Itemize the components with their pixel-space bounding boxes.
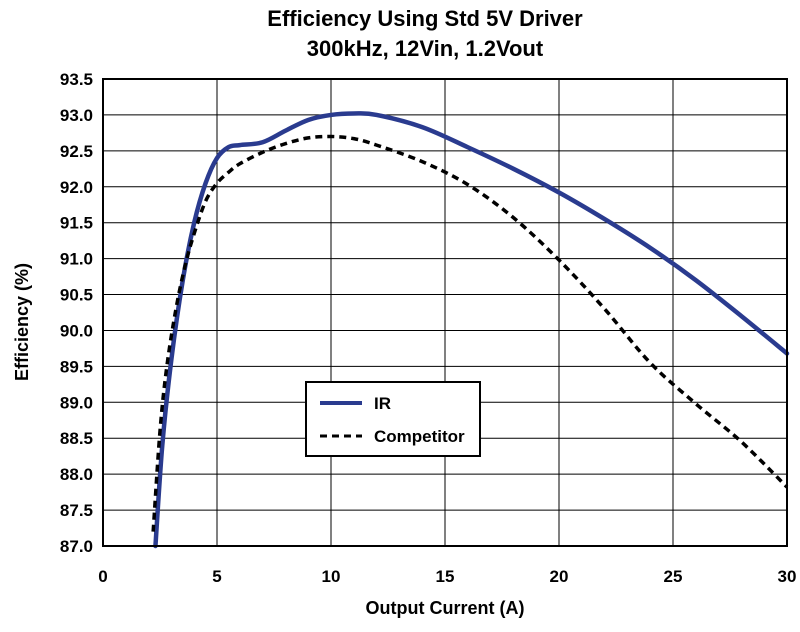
x-tick-label: 30 xyxy=(778,567,797,586)
y-tick-label: 90.0 xyxy=(60,321,93,340)
y-tick-label: 91.5 xyxy=(60,214,93,233)
y-axis-label: Efficiency (%) xyxy=(12,263,32,381)
y-tick-label: 87.5 xyxy=(60,501,93,520)
series-group xyxy=(151,111,790,549)
x-axis-label: Output Current (A) xyxy=(366,598,525,618)
legend-box xyxy=(305,381,481,457)
series-line-competitor xyxy=(151,134,789,532)
series-line-ir xyxy=(153,111,790,549)
x-tick-label: 15 xyxy=(436,567,455,586)
y-tick-label: 87.0 xyxy=(60,537,93,556)
y-tick-label: 91.0 xyxy=(60,250,93,269)
chart-subtitle: 300kHz, 12Vin, 1.2Vout xyxy=(307,36,544,61)
legend-competitor-label: Competitor xyxy=(374,427,465,446)
y-tick-label: 89.0 xyxy=(60,393,93,412)
y-tick-label: 89.5 xyxy=(60,357,93,376)
plot-frame xyxy=(102,78,788,547)
y-tick-label: 88.5 xyxy=(60,429,93,448)
x-tick-labels: 0 5 10 15 20 25 30 xyxy=(98,567,796,586)
y-tick-labels: 87.0 87.5 88.0 88.5 89.0 89.5 90.0 90.5 91.0 91.5… xyxy=(60,70,93,556)
x-tick-label: 20 xyxy=(550,567,569,586)
legend-ir-label: IR xyxy=(374,394,391,413)
grid-lines xyxy=(102,78,788,547)
y-tick-label: 92.0 xyxy=(60,178,93,197)
chart-title: Efficiency Using Std 5V Driver xyxy=(267,6,583,31)
x-tick-label: 5 xyxy=(212,567,221,586)
x-tick-label: 10 xyxy=(322,567,341,586)
legend: IR Competitor xyxy=(305,381,481,457)
x-tick-label: 0 xyxy=(98,567,107,586)
x-tick-label: 25 xyxy=(664,567,683,586)
y-tick-label: 93.0 xyxy=(60,106,93,125)
y-tick-label: 88.0 xyxy=(60,465,93,484)
y-tick-label: 90.5 xyxy=(60,286,93,305)
y-tick-label: 92.5 xyxy=(60,142,93,161)
y-tick-label: 93.5 xyxy=(60,70,93,89)
